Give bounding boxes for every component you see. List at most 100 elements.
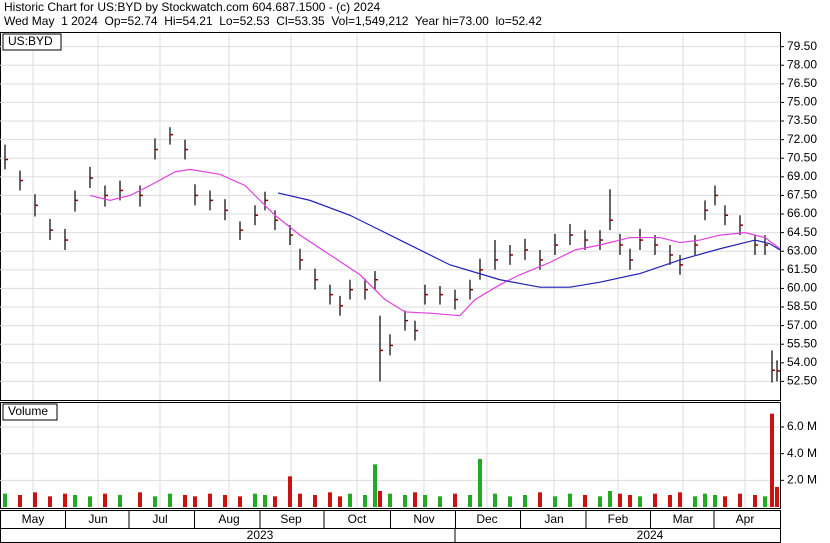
x-tick-label: Dec — [476, 512, 497, 526]
volume-bar — [493, 493, 497, 507]
y-tick-label: 66.00 — [787, 206, 817, 220]
volume-bar — [313, 495, 317, 507]
volume-bar — [713, 495, 717, 507]
volume-bar — [63, 493, 67, 507]
volume-bar — [775, 487, 779, 507]
volume-bar — [378, 491, 382, 507]
y-tick-label: 52.50 — [787, 374, 817, 388]
volume-bar — [238, 496, 242, 507]
volume-box — [2, 403, 58, 421]
volume-bar — [73, 495, 77, 507]
volume-bar — [88, 496, 92, 507]
volume-bar — [48, 496, 52, 507]
header-line: Historic Chart for US:BYD by Stockwatch.… — [4, 0, 380, 14]
y2-tick-label: 4.0 M — [787, 446, 817, 460]
x-tick-label: May — [22, 512, 45, 526]
volume-bar — [18, 495, 22, 507]
y-tick-label: 61.50 — [787, 262, 817, 276]
y-tick-label: 54.00 — [787, 355, 817, 369]
volume-bar — [568, 493, 572, 507]
y-tick-label: 57.00 — [787, 318, 817, 332]
volume-bar — [653, 493, 657, 507]
volume-bar — [208, 493, 212, 507]
x-tick-label: Aug — [218, 512, 239, 526]
y-tick-label: 73.50 — [787, 113, 817, 127]
y2-tick-label: 6.0 M — [787, 419, 817, 433]
volume-bar — [153, 496, 157, 507]
volume-bar — [523, 495, 527, 507]
volume-bar — [770, 413, 774, 507]
volume-bar — [193, 496, 197, 507]
volume-bar — [363, 495, 367, 507]
volume-frame — [0, 402, 781, 509]
volume-bar — [553, 496, 557, 507]
volume-bar — [628, 495, 632, 507]
volume-bar — [668, 495, 672, 507]
moving-average — [277, 192, 781, 288]
symbol: US:BYD — [8, 34, 53, 48]
x-tick-label: Jul — [152, 512, 167, 526]
volume-bar — [3, 493, 7, 507]
year-label: 2023 — [247, 528, 274, 542]
x-tick-label: Apr — [736, 512, 755, 526]
x-tick-label: Oct — [348, 512, 367, 526]
volume-bar — [183, 495, 187, 507]
y-tick-label: 58.50 — [787, 299, 817, 313]
volume-bar — [253, 493, 257, 507]
y-tick-label: 69.00 — [787, 169, 817, 183]
volume-bar — [168, 493, 172, 507]
x-tick-label: Nov — [413, 512, 434, 526]
y-tick-label: 63.00 — [787, 243, 817, 257]
x-tick-label: Sep — [280, 512, 302, 526]
x-tick-label: Feb — [608, 512, 629, 526]
volume-bar — [738, 493, 742, 507]
y-tick-label: 64.50 — [787, 225, 817, 239]
x-tick-label: Jan — [544, 512, 563, 526]
volume-bar — [508, 496, 512, 507]
header-line: Wed May 1 2024 Op=52.74 Hi=54.21 Lo=52.5… — [4, 14, 542, 28]
volume-bar — [103, 493, 107, 507]
volume-bar — [478, 459, 482, 507]
volume-bar — [223, 495, 227, 507]
volume-bar — [753, 495, 757, 507]
volume-bar — [538, 492, 542, 507]
volume-bar — [703, 493, 707, 507]
volume-bar — [348, 493, 352, 507]
symbol-box — [2, 33, 62, 51]
volume-bar — [678, 492, 682, 507]
volume-bar — [373, 464, 377, 507]
volume-bar — [638, 496, 642, 507]
volume-bar — [338, 496, 342, 507]
volume-bar — [328, 492, 332, 507]
y-tick-label: 72.00 — [787, 132, 817, 146]
volume-bar — [403, 495, 407, 507]
volume-bar — [693, 496, 697, 507]
volume-bar — [763, 496, 767, 507]
volume-bar — [413, 492, 417, 507]
volume-bar — [453, 493, 457, 507]
y-tick-label: 76.50 — [787, 76, 817, 90]
y-tick-label: 55.50 — [787, 336, 817, 350]
volume-bar — [583, 495, 587, 507]
volume-bar — [288, 476, 292, 507]
volume-bar — [468, 495, 472, 507]
y-tick-label: 67.50 — [787, 188, 817, 202]
year-label: 2024 — [637, 528, 664, 542]
moving-average — [89, 168, 781, 317]
volume-bar — [273, 496, 277, 507]
y2-tick-label: 2.0 M — [787, 473, 817, 487]
volume-bar — [298, 493, 302, 507]
volume-label: Volume — [8, 404, 48, 418]
volume-bar — [618, 493, 622, 507]
price-frame — [0, 32, 781, 401]
volume-bar — [33, 492, 37, 507]
volume-bar — [388, 493, 392, 507]
volume-bar — [438, 496, 442, 507]
x-tick-label: Jun — [88, 512, 107, 526]
volume-bar — [598, 496, 602, 507]
volume-bar — [723, 496, 727, 507]
x-tick-label: Mar — [673, 512, 694, 526]
volume-bar — [138, 492, 142, 507]
volume-bar — [423, 495, 427, 507]
